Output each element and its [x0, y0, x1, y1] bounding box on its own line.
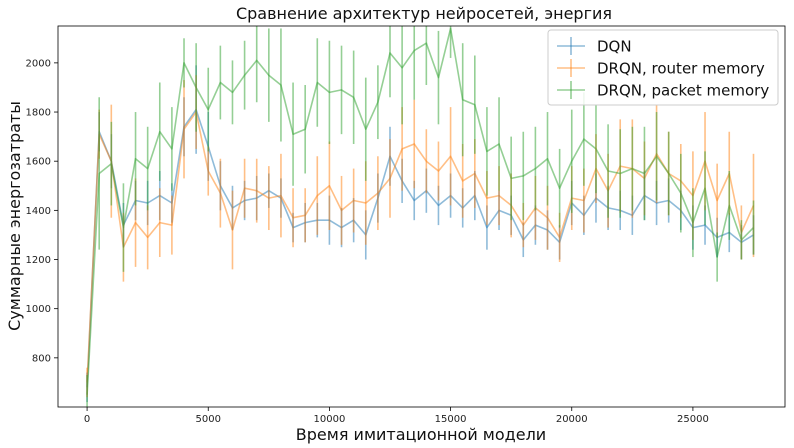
y-axis-label: Суммарные энергозатраты	[5, 101, 24, 331]
legend-label: DRQN, packet memory	[597, 82, 769, 100]
legend-label: DQN	[597, 38, 632, 56]
x-tick-label: 0	[84, 414, 90, 425]
y-tick-label: 800	[32, 353, 51, 364]
series-lines	[86, 27, 755, 395]
x-tick-label: 15000	[435, 414, 467, 425]
plot-frame	[57, 25, 786, 408]
y-tick-label: 1600	[26, 157, 51, 168]
legend-entry-dqn: DQN	[557, 37, 632, 56]
x-tick-label: 25000	[677, 414, 709, 425]
y-tick-label: 1200	[26, 255, 51, 266]
x-tick-label: 5000	[196, 414, 221, 425]
y-tick-label: 2000	[26, 58, 51, 69]
y-tick-label: 1800	[26, 108, 51, 119]
legend-box	[547, 29, 779, 106]
y-tick-label: 1000	[26, 304, 51, 315]
y-tick-label: 1400	[26, 206, 51, 217]
legend-label: DRQN, router memory	[597, 60, 765, 78]
y-axis-ticks: 800 1000 1200 1400 1600 1800 2000	[26, 58, 58, 364]
series-line-drqn-packet-memory	[86, 27, 755, 395]
x-tick-label: 10000	[314, 414, 346, 425]
x-tick-label: 20000	[556, 414, 588, 425]
legend-entry-drqn-router-memory: DRQN, router memory	[557, 59, 765, 78]
x-axis-ticks: 0 5000 10000 15000 20000 25000	[84, 407, 709, 425]
x-axis-label: Время имитационной модели	[296, 425, 546, 444]
error-bars	[86, 26, 755, 407]
chart-title: Сравнение архитектур нейросетей, энергия	[236, 4, 612, 23]
legend-entry-drqn-packet-memory: DRQN, packet memory	[557, 81, 769, 100]
series-line-drqn-router-memory	[86, 111, 755, 383]
series-line-dqn	[86, 108, 754, 388]
legend: DQN DRQN, router memory DRQN, packet memor…	[547, 29, 779, 106]
